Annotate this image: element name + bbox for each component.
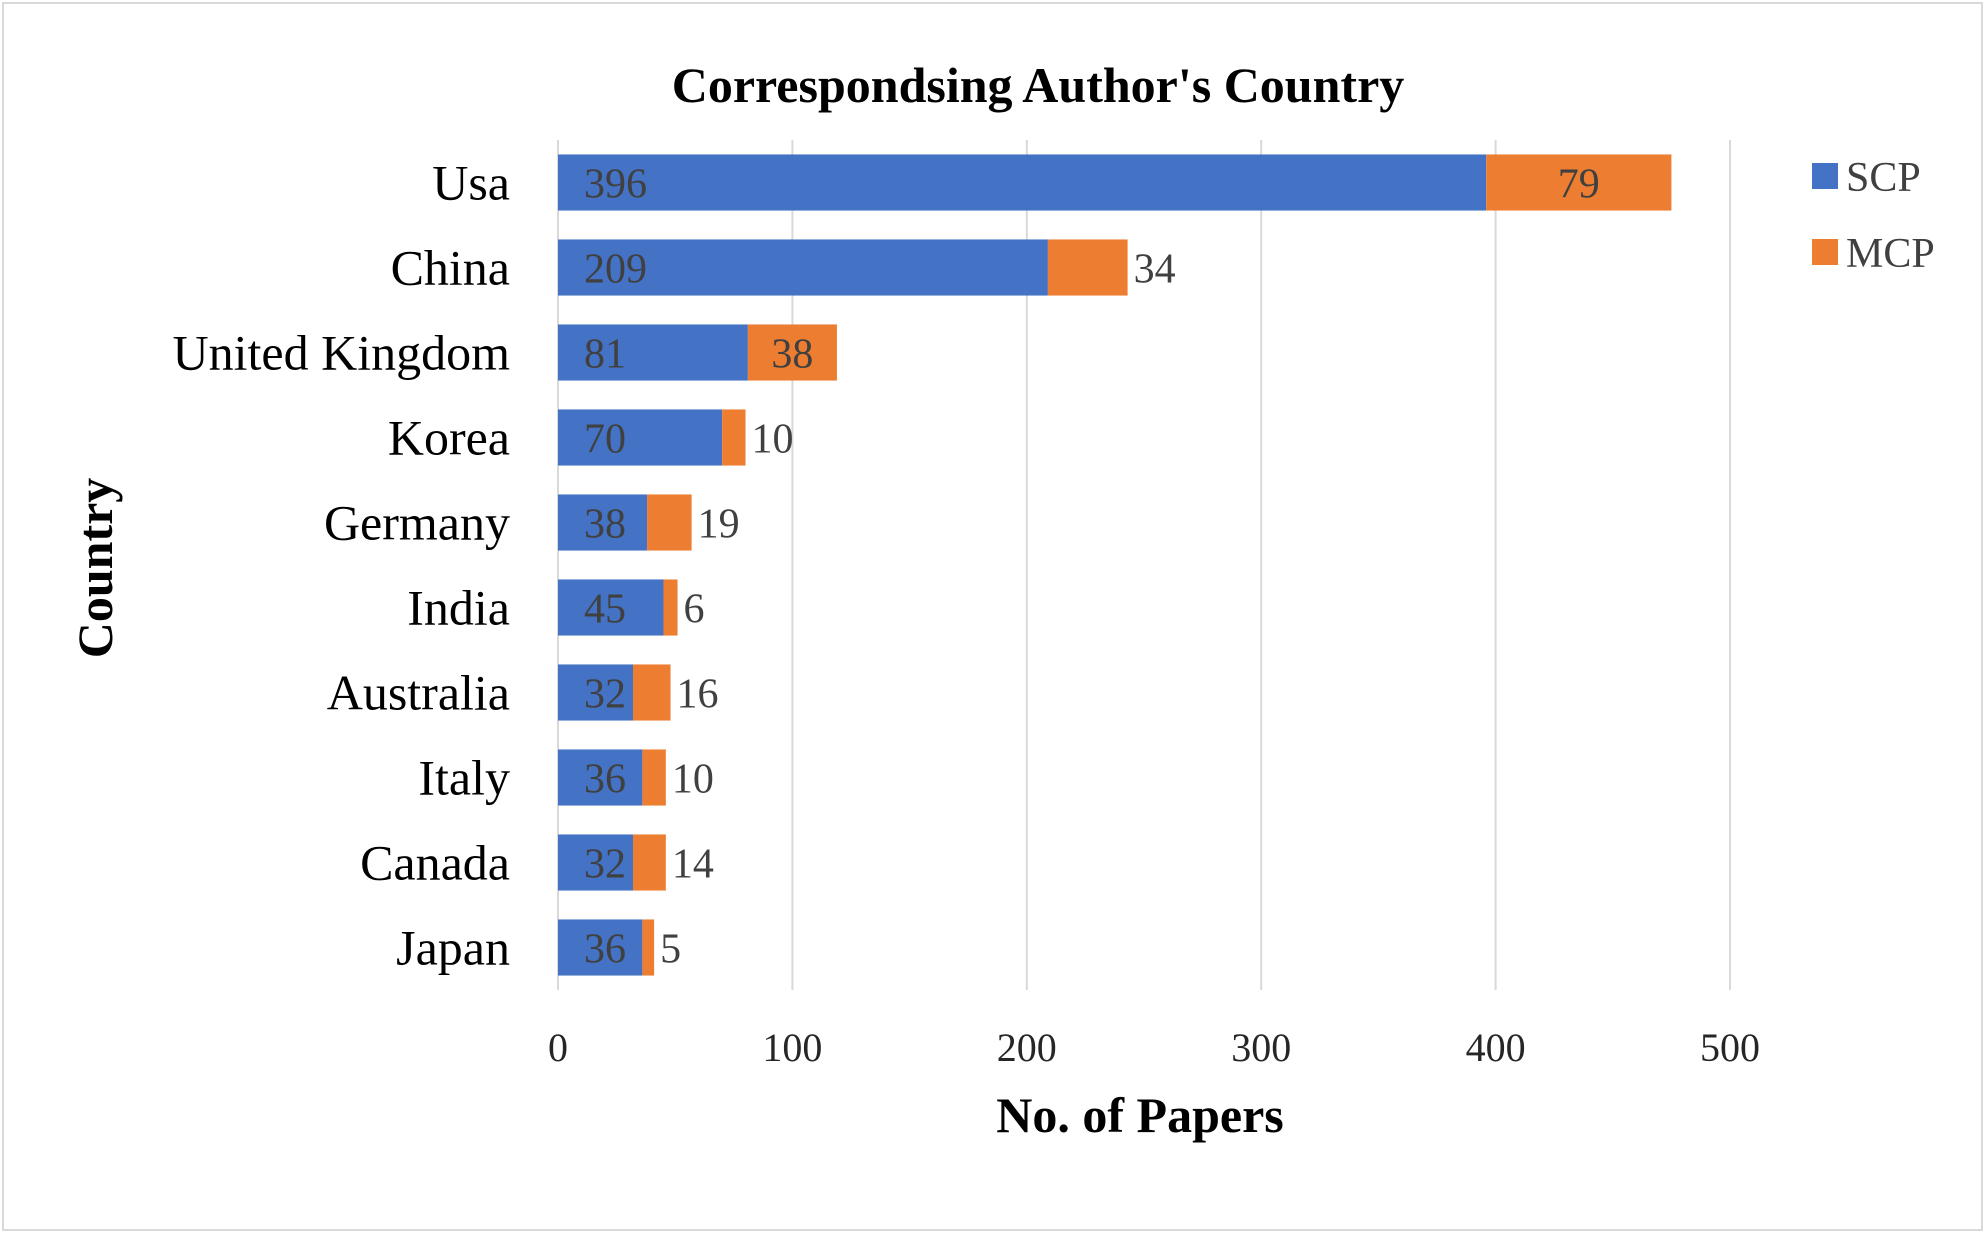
data-label-scp-australia: 32 <box>584 672 626 718</box>
x-tick-label-300: 300 <box>1231 1025 1291 1070</box>
data-label-mcp-usa: 79 <box>1558 162 1600 208</box>
y-axis-title: Country <box>67 478 123 659</box>
legend-label-mcp: MCP <box>1846 231 1935 277</box>
bar-scp-canada <box>558 834 634 891</box>
bar-mcp-india <box>663 579 678 636</box>
x-tick-label-400: 400 <box>1466 1025 1526 1070</box>
bar-mcp-australia <box>633 664 671 721</box>
bar-mcp-italy <box>642 749 666 806</box>
legend: SCP MCP <box>1812 155 1935 277</box>
bar-mcp-united-kingdom <box>747 324 837 381</box>
data-label-mcp-china: 34 <box>1134 247 1176 293</box>
data-labels: 396 79 209 34 81 38 70 10 38 19 45 6 32 16 36 10 32 14 36 5 <box>584 162 1600 973</box>
category-label-germany: Germany <box>324 495 510 551</box>
bar-mcp-korea <box>722 409 746 466</box>
legend-label-scp: SCP <box>1846 155 1921 201</box>
category-labels: Usa China United Kingdom Korea Germany India A… <box>173 155 511 976</box>
bar-scp-china <box>558 239 1048 296</box>
chart-svg: Correspondsing Author's Country No. of P… <box>67 57 1935 1143</box>
chart-title: Correspondsing Author's Country <box>672 57 1405 113</box>
data-label-mcp-italy: 10 <box>672 757 714 803</box>
bar-mcp-germany <box>647 494 692 551</box>
category-label-india: India <box>407 580 510 636</box>
data-label-scp-india: 45 <box>584 587 626 633</box>
bars <box>558 154 1672 976</box>
data-label-mcp-australia: 16 <box>677 672 719 718</box>
bar-scp-italy <box>558 749 643 806</box>
x-tick-label-500: 500 <box>1700 1025 1760 1070</box>
data-label-mcp-canada: 14 <box>672 842 714 888</box>
bar-mcp-japan <box>642 919 655 976</box>
bar-scp-korea <box>558 409 723 466</box>
data-label-scp-united-kingdom: 81 <box>584 332 626 378</box>
data-label-mcp-japan: 5 <box>660 927 681 973</box>
category-label-korea: Korea <box>388 410 510 466</box>
category-label-china: China <box>391 240 510 296</box>
legend-swatch-scp <box>1812 163 1838 189</box>
x-tick-labels: 0 100 200 300 400 500 <box>548 1025 1760 1070</box>
x-tick-label-0: 0 <box>548 1025 568 1070</box>
data-label-mcp-germany: 19 <box>698 502 740 548</box>
bar-scp-australia <box>558 664 634 721</box>
bar-scp-united-kingdom <box>558 324 748 381</box>
data-label-mcp-united-kingdom: 38 <box>771 332 813 378</box>
category-label-united-kingdom: United Kingdom <box>173 325 511 381</box>
data-label-scp-canada: 32 <box>584 842 626 888</box>
category-label-australia: Australia <box>327 665 510 721</box>
x-axis-title: No. of Papers <box>996 1087 1283 1143</box>
legend-swatch-mcp <box>1812 239 1838 265</box>
bar-mcp-china <box>1047 239 1128 296</box>
data-label-scp-italy: 36 <box>584 757 626 803</box>
data-label-scp-usa: 396 <box>584 162 647 208</box>
category-label-canada: Canada <box>360 835 510 891</box>
data-label-scp-china: 209 <box>584 247 647 293</box>
data-label-mcp-korea: 10 <box>752 417 794 463</box>
data-label-scp-germany: 38 <box>584 502 626 548</box>
bar-scp-germany <box>558 494 648 551</box>
category-label-italy: Italy <box>418 750 510 806</box>
x-tick-label-200: 200 <box>997 1025 1057 1070</box>
data-label-scp-korea: 70 <box>584 417 626 463</box>
bar-scp-usa <box>558 154 1487 211</box>
bar-scp-india <box>558 579 664 636</box>
bar-mcp-usa <box>1486 154 1672 211</box>
bar-mcp-canada <box>633 834 666 891</box>
category-label-usa: Usa <box>432 155 510 211</box>
category-label-japan: Japan <box>396 920 510 976</box>
data-label-mcp-india: 6 <box>684 587 705 633</box>
x-tick-label-100: 100 <box>762 1025 822 1070</box>
bar-scp-japan <box>558 919 643 976</box>
data-label-scp-japan: 36 <box>584 927 626 973</box>
